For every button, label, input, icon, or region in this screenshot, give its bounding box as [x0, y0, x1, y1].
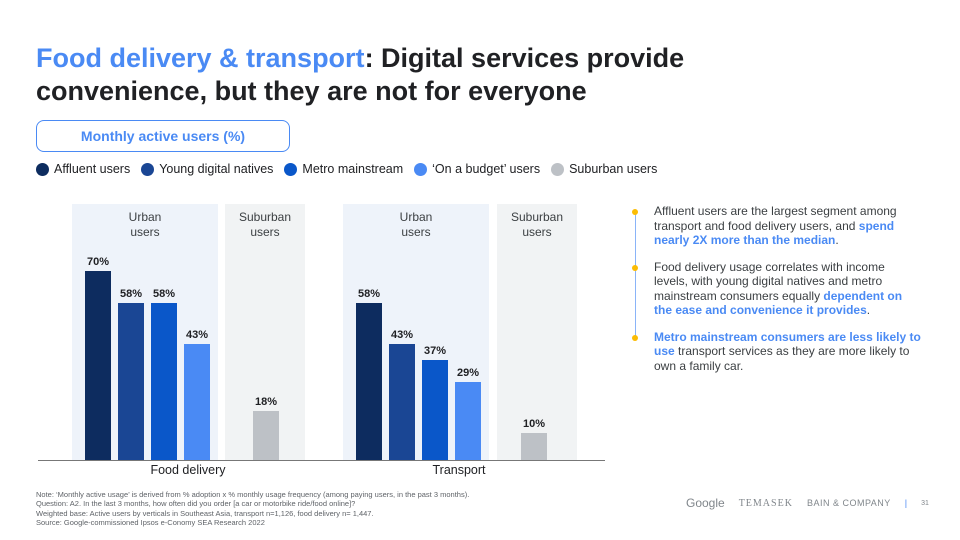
legend-label: Suburban users	[569, 162, 658, 176]
footnotes: Note: ‘Monthly active usage’ is derived …	[36, 490, 469, 527]
data-label: 70%	[86, 256, 110, 268]
legend-swatch	[414, 162, 428, 176]
legend-item: Affluent users	[36, 162, 130, 176]
x-tick-label: Transport	[432, 463, 486, 477]
bullet-dot	[632, 334, 638, 341]
panel-label: Suburban users	[238, 210, 292, 239]
source: Source: Google-commissioned Ipsos e-Cono…	[36, 517, 265, 527]
legend-swatch	[36, 162, 49, 176]
google-logo: Google	[686, 496, 725, 510]
insight-2: Food delivery usage correlates with inco…	[632, 260, 922, 318]
note: Note: ‘Monthly active usage’ is derived …	[36, 490, 470, 499]
panel-suburban: Suburban users	[225, 204, 305, 460]
data-label: 37%	[423, 345, 447, 358]
x-axis	[38, 460, 605, 461]
bar	[253, 411, 279, 460]
base: Weighted base: Active users by verticals…	[36, 508, 374, 518]
bar	[151, 303, 177, 460]
data-label: 43%	[185, 328, 209, 341]
bar	[85, 271, 111, 460]
bar	[389, 343, 415, 460]
legend-swatch	[551, 162, 565, 176]
page-number: 31	[921, 499, 929, 507]
bar	[356, 303, 382, 460]
divider: |	[904, 498, 908, 508]
insight-1: Affluent users are the largest segment a…	[632, 204, 922, 248]
legend-item: Metro mainstream	[284, 162, 403, 176]
panel-label: Urban users	[128, 210, 162, 239]
insights: Affluent users are the largest segment a…	[632, 204, 922, 385]
insight-3: Metro mainstream consumers are less like…	[632, 330, 922, 374]
bain-logo: BAIN & COMPANY	[806, 498, 891, 508]
data-label: 43%	[390, 328, 414, 341]
panel-suburban: Suburban users	[497, 204, 577, 460]
question: Question: A2. In the last 3 months, how …	[36, 499, 356, 509]
bullet-dot	[632, 264, 638, 271]
legend-swatch	[284, 162, 298, 176]
data-label: 58%	[152, 288, 176, 301]
data-label: 58%	[119, 288, 143, 301]
bullet-dot	[632, 209, 638, 215]
bar	[184, 343, 210, 460]
legend-item: Suburban users	[551, 162, 657, 176]
data-label: 18%	[254, 396, 278, 409]
legend-label: Young digital natives	[159, 162, 274, 176]
legend-label: Metro mainstream	[302, 162, 404, 176]
bar	[118, 303, 144, 460]
x-tick-label: Food delivery	[150, 463, 226, 477]
legend-swatch	[141, 162, 155, 176]
bullet-line	[635, 212, 636, 340]
data-label: 58%	[357, 288, 381, 301]
bar	[455, 381, 481, 460]
panel-label: Suburban users	[510, 210, 564, 239]
legend: Affluent users Young digital natives Metro…	[36, 162, 657, 176]
bar	[422, 360, 448, 460]
legend-label: ‘On a budget’ users	[432, 162, 541, 176]
bar	[521, 433, 547, 460]
data-label: 29%	[456, 366, 480, 379]
panel-label: Urban users	[399, 210, 433, 239]
temasek-logo: TEMASEK	[738, 497, 793, 509]
legend-item: Young digital natives	[141, 162, 273, 176]
metric-label: Monthly active users (%)	[36, 120, 290, 152]
page-title: Food delivery & transport: Digital servi…	[36, 43, 685, 106]
legend-label: Affluent users	[54, 162, 131, 176]
data-label: 10%	[522, 418, 546, 430]
legend-item: ‘On a budget’ users	[414, 162, 540, 176]
footer: Google TEMASEK BAIN & COMPANY | 31	[686, 496, 929, 510]
